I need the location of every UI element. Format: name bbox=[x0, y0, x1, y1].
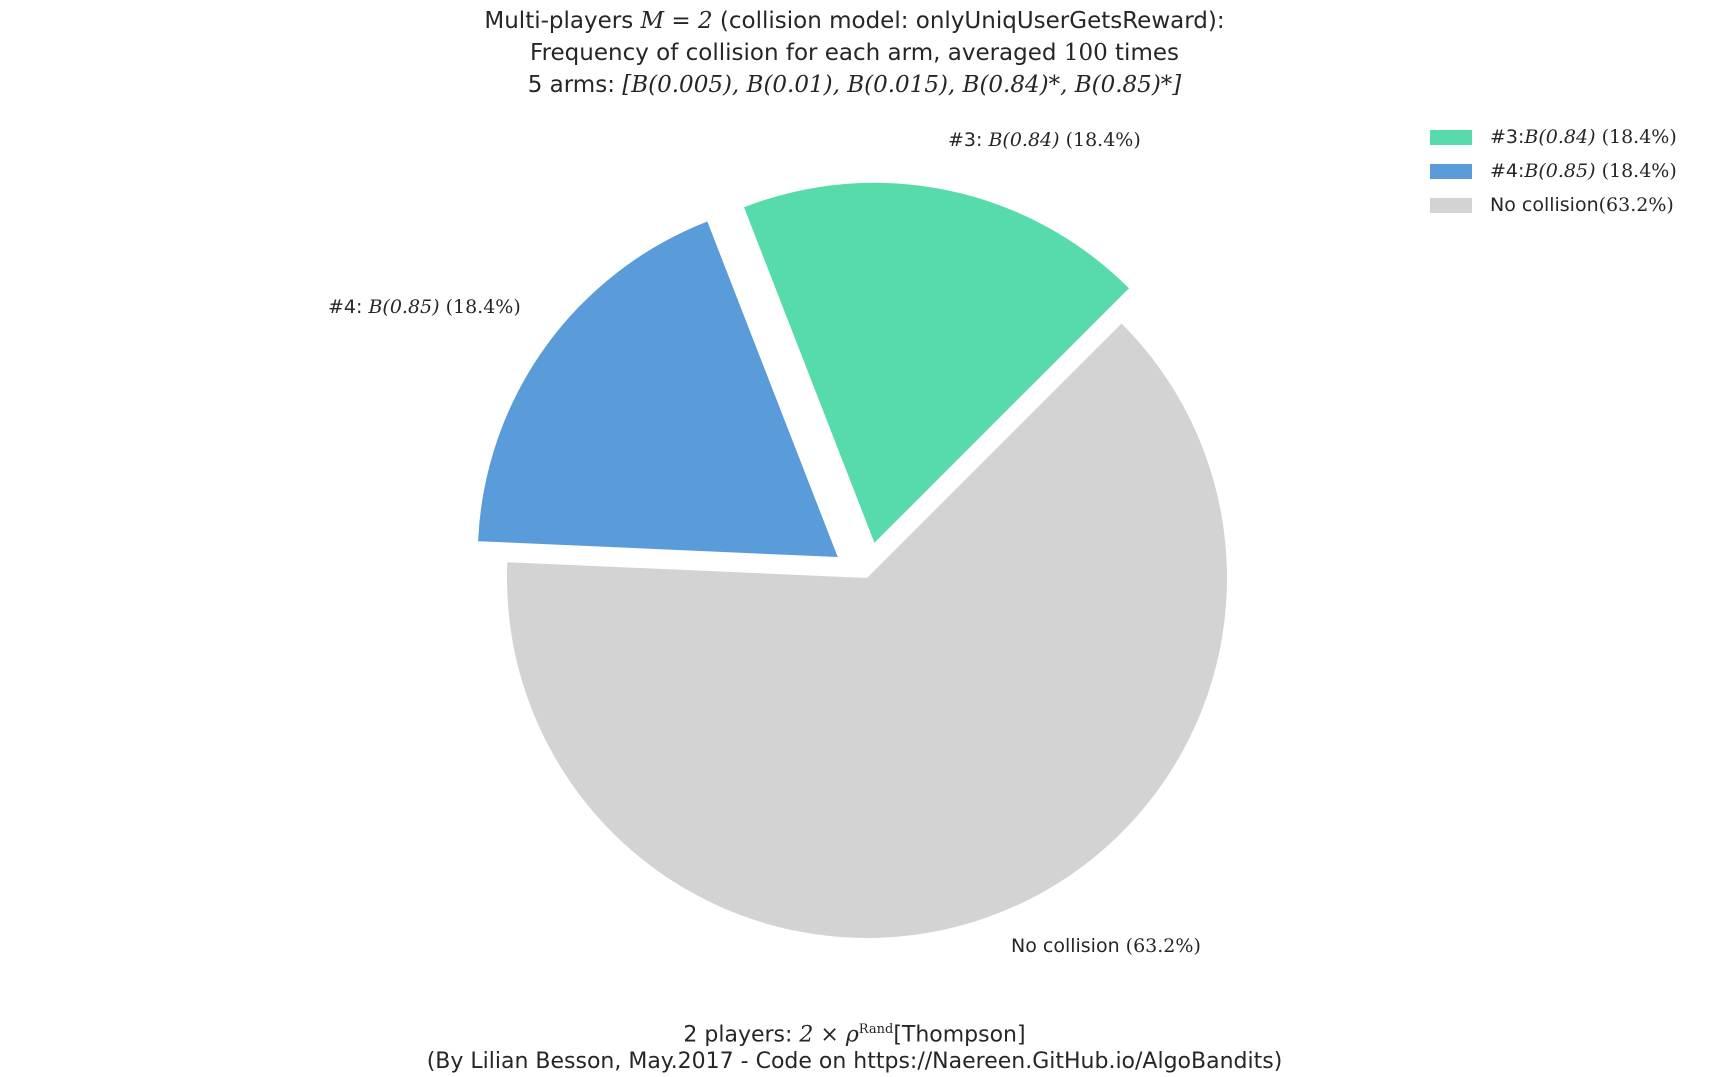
slice-label-arm4: #4: B(0.85) (18.4%) bbox=[328, 296, 521, 318]
pie-slice-no-collision bbox=[507, 323, 1227, 938]
chart-xlabel-line-2: (By Lilian Besson, May.2017 - Code on ht… bbox=[426, 1049, 1283, 1074]
legend-swatch-arm3 bbox=[1430, 129, 1472, 145]
slice-label-no-collision: No collision (63.2%) bbox=[1011, 935, 1201, 957]
chart-xlabel-line-1: 2 players: 2 × ρRand[Thompson] bbox=[683, 1022, 1026, 1048]
legend-swatch-no-collision bbox=[1430, 197, 1472, 213]
pie-slice-arm3 bbox=[743, 182, 1129, 543]
legend-swatch-arm4 bbox=[1430, 163, 1472, 179]
chart-title-line-1: Multi-players M = 2 (collision model: on… bbox=[484, 8, 1225, 34]
legend-item-arm4: #4: B(0.85) (18.4%) bbox=[1430, 154, 1677, 188]
pie-slice-arm4 bbox=[478, 221, 838, 558]
chart-title-line-2: Frequency of collision for each arm, ave… bbox=[530, 40, 1179, 66]
chart-title-line-3: 5 arms: [B(0.005), B(0.01), B(0.015), B(… bbox=[527, 72, 1182, 98]
legend-item-no-collision: No collision (63.2%) bbox=[1430, 188, 1677, 222]
legend-item-arm3: #3: B(0.84) (18.4%) bbox=[1430, 120, 1677, 154]
slice-label-arm3: #3: B(0.84) (18.4%) bbox=[948, 129, 1141, 151]
chart-legend: #3: B(0.84) (18.4%) #4: B(0.85) (18.4%) … bbox=[1430, 120, 1677, 222]
